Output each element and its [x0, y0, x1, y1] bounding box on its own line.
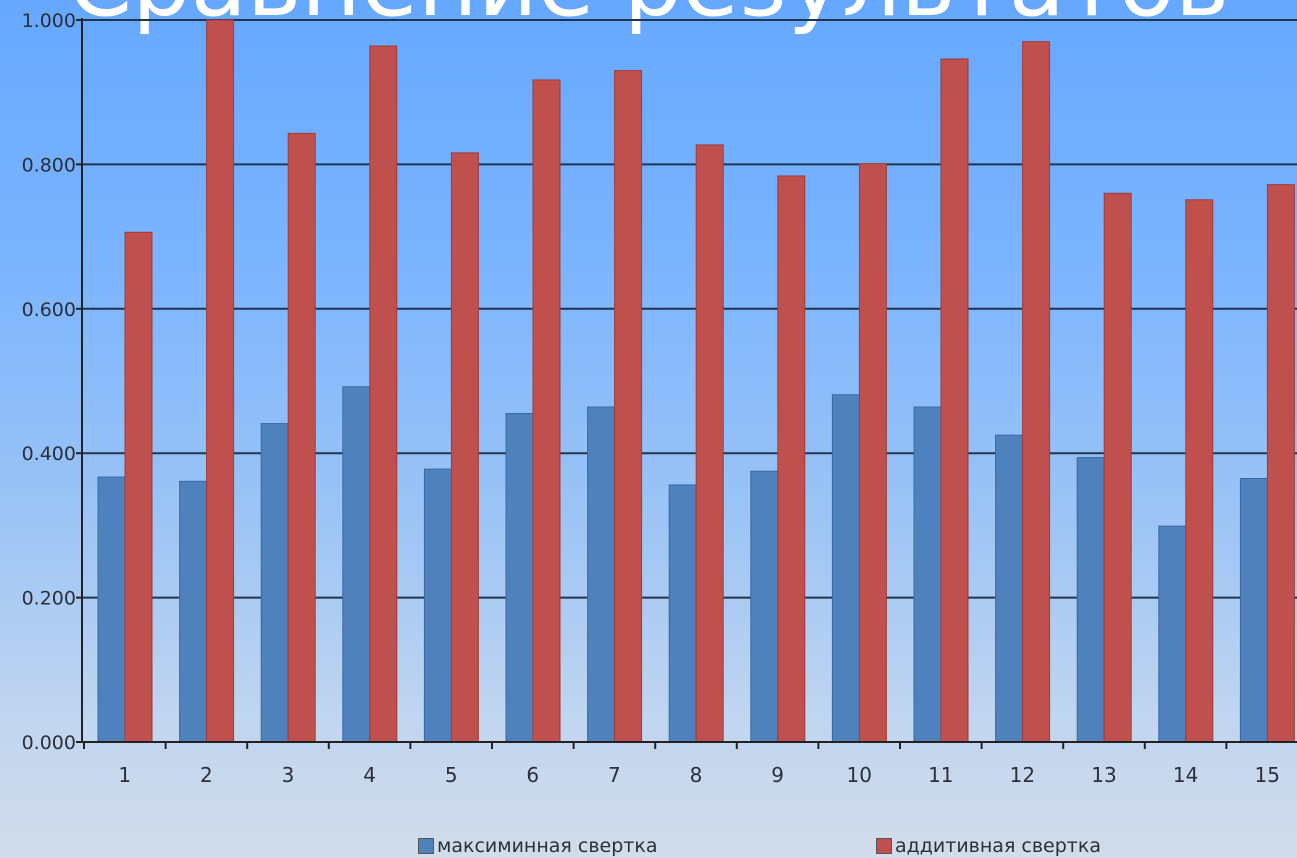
y-tick-label: 0.200 — [22, 588, 76, 610]
y-tick-label: 0.400 — [22, 443, 76, 465]
x-tick-label: 13 — [1091, 763, 1116, 787]
bar-series1-13 — [1076, 457, 1105, 743]
legend-swatch-1 — [418, 838, 434, 854]
bar-series2-15 — [1266, 184, 1295, 743]
bar-series1-14 — [1158, 525, 1187, 743]
x-tick-label: 14 — [1173, 763, 1198, 787]
bar-series2-7 — [614, 70, 643, 743]
x-tick-label: 8 — [690, 763, 703, 787]
bar-series1-5 — [423, 468, 452, 743]
bar-series2-6 — [532, 79, 561, 743]
legend-label-1: максиминная свертка — [437, 835, 658, 857]
chart-title: Сравнение результатов — [0, 0, 1297, 30]
y-tick-label: 0.600 — [22, 299, 76, 321]
bar-series1-3 — [260, 423, 289, 743]
x-tick-label: 7 — [608, 763, 621, 787]
x-tick-label: 3 — [282, 763, 295, 787]
bar-series1-11 — [913, 406, 942, 743]
bar-series2-2 — [206, 19, 235, 743]
bar-series1-10 — [831, 394, 860, 743]
x-tick-label: 6 — [526, 763, 539, 787]
x-tick-label: 4 — [363, 763, 376, 787]
bar-series2-8 — [695, 144, 724, 743]
bar-series2-11 — [940, 58, 969, 743]
x-tick-label: 10 — [846, 763, 871, 787]
bars — [97, 19, 1295, 743]
bar-series1-2 — [179, 480, 208, 743]
bar-series2-12 — [1022, 41, 1051, 743]
y-tick-label: 0.000 — [22, 732, 76, 754]
bar-series2-10 — [858, 163, 887, 743]
bar-series1-15 — [1239, 477, 1268, 743]
x-tick-label: 1 — [118, 763, 131, 787]
x-tick-label: 5 — [445, 763, 458, 787]
bar-series2-9 — [777, 175, 806, 743]
bar-series2-5 — [450, 152, 479, 743]
bar-series2-4 — [369, 45, 398, 743]
bar-series1-12 — [995, 434, 1024, 743]
bar-series1-6 — [505, 412, 534, 743]
bar-series2-3 — [287, 132, 316, 743]
bar-series1-9 — [750, 470, 779, 743]
x-tick-label: 2 — [200, 763, 213, 787]
legend-item-2: аддитивная свертка — [876, 835, 1101, 857]
x-tick-label: 11 — [928, 763, 953, 787]
x-tick-label: 15 — [1254, 763, 1279, 787]
x-tick-label: 9 — [771, 763, 784, 787]
bar-series1-4 — [342, 386, 371, 743]
bar-series1-1 — [97, 476, 126, 743]
bar-series1-8 — [668, 484, 697, 743]
y-tick-label: 0.800 — [22, 154, 76, 176]
legend-swatch-2 — [876, 838, 892, 854]
bar-series1-7 — [587, 406, 616, 743]
bar-series2-14 — [1185, 199, 1214, 743]
legend-label-2: аддитивная свертка — [895, 835, 1101, 857]
bar-series2-1 — [124, 231, 153, 743]
y-tick-label: 1.000 — [22, 10, 76, 32]
legend-item-1: максиминная свертка — [418, 835, 658, 857]
x-tick-label: 12 — [1010, 763, 1035, 787]
bar-series2-13 — [1103, 192, 1132, 743]
